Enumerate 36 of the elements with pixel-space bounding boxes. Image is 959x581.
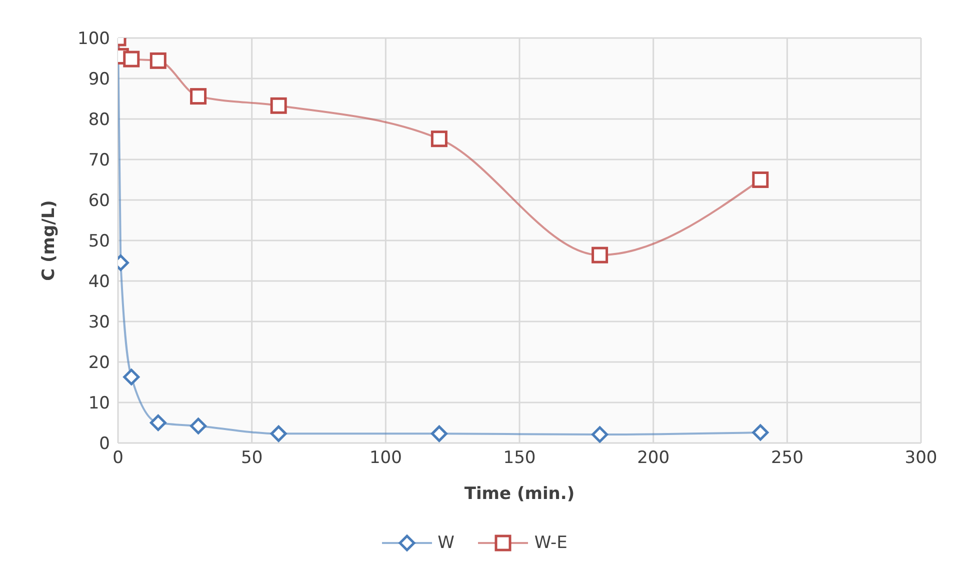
y-tick-label: 0 xyxy=(99,434,110,454)
point xyxy=(150,52,166,69)
point xyxy=(150,414,166,431)
y-tick-label: 60 xyxy=(88,191,110,212)
x-axis-title: Time (min.) xyxy=(464,484,575,504)
y-tick-label: 70 xyxy=(88,150,110,171)
y-tick-label: 80 xyxy=(88,110,110,130)
point xyxy=(430,425,448,442)
y-tick-label: 100 xyxy=(78,29,110,50)
point xyxy=(592,246,608,264)
y-tick-label: 50 xyxy=(88,232,110,252)
y-tick-label: 90 xyxy=(88,70,110,90)
y-tick-label: 30 xyxy=(88,312,110,333)
point xyxy=(592,426,608,443)
x-tick-label: 100 xyxy=(369,448,402,468)
x-tick-label: 200 xyxy=(637,448,670,468)
point xyxy=(270,425,287,442)
y-tick-label: 10 xyxy=(88,394,110,414)
point xyxy=(752,424,769,441)
point xyxy=(430,130,448,148)
y-tick-label: 20 xyxy=(88,353,110,374)
x-tick-label: 0 xyxy=(112,448,124,468)
point xyxy=(123,368,140,386)
point xyxy=(752,172,769,188)
x-tick-label: 150 xyxy=(503,448,536,468)
y-tick-label: 40 xyxy=(88,272,110,292)
point xyxy=(270,97,287,114)
legend-label: W-E xyxy=(534,533,568,553)
x-tick-label: 50 xyxy=(241,448,263,468)
x-tick-label: 300 xyxy=(904,448,938,468)
x-tick-label: 250 xyxy=(770,448,804,468)
y-axis-title: C (mg/L) xyxy=(39,200,60,281)
legend-label: W xyxy=(438,533,454,553)
point xyxy=(190,88,207,105)
point xyxy=(123,50,140,68)
point xyxy=(190,418,207,434)
